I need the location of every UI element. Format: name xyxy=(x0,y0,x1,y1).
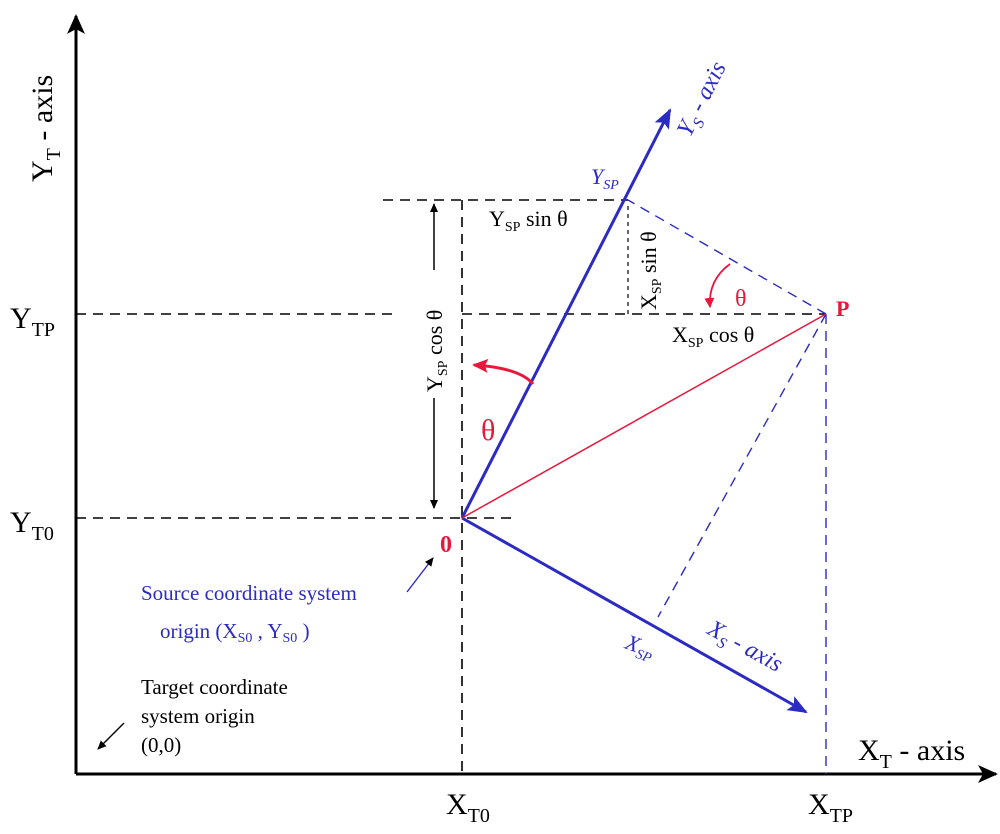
source-y-axis-line xyxy=(460,108,672,519)
guide-p-to-xsp xyxy=(657,313,827,618)
ysp-sin-theta-label: YSP sin θ xyxy=(489,206,568,235)
source-y-axis-label: YS - axis xyxy=(672,58,735,143)
source-origin-zero-label: 0 xyxy=(440,532,452,558)
xsp-point-label: XSP xyxy=(620,629,659,667)
xsp-sin-theta-label: XSP sin θ xyxy=(636,231,665,310)
tick-label-x-t0: XT0 xyxy=(446,788,490,827)
theta-origin-label: θ xyxy=(481,414,495,447)
origin-to-p-vector xyxy=(461,313,827,519)
ysp-point-label: YSP xyxy=(591,164,619,193)
ysp-cos-theta-label: YSP cos θ xyxy=(422,310,451,392)
xsp-cos-theta-label: XSP cos θ xyxy=(672,322,754,351)
source-x-axis-label: XS - axis xyxy=(700,615,787,681)
target-x-axis-label: XT - axis xyxy=(858,734,965,773)
point-p-label: P xyxy=(836,296,849,321)
source-x-axis-line xyxy=(461,516,808,714)
tick-label-y-tp: YTP xyxy=(10,302,55,341)
source-origin-annotation-line2: origin (XS0 , YS0 ) xyxy=(160,619,310,646)
source-origin-annotation-line1: Source coordinate system xyxy=(141,581,357,605)
theta-p-angle-arrow xyxy=(704,263,731,308)
guide-lines xyxy=(76,199,826,774)
target-origin-pointer xyxy=(97,722,125,750)
guide-p-to-ysp xyxy=(627,199,827,315)
theta-p-label: θ xyxy=(735,286,747,312)
theta-rotation-arrow xyxy=(472,358,535,386)
target-y-axis-label: YT - axis xyxy=(26,75,65,182)
target-origin-annotation-line1: Target coordinate xyxy=(141,675,288,699)
target-origin-annotation-line2: system origin xyxy=(141,704,255,728)
source-origin-pointer xyxy=(406,557,434,593)
tick-label-y-t0: YT0 xyxy=(10,506,54,545)
source-guide-lines xyxy=(627,199,827,774)
tick-label-x-tp: XTP xyxy=(808,788,853,827)
target-origin-annotation-line3: (0,0) xyxy=(141,733,181,757)
